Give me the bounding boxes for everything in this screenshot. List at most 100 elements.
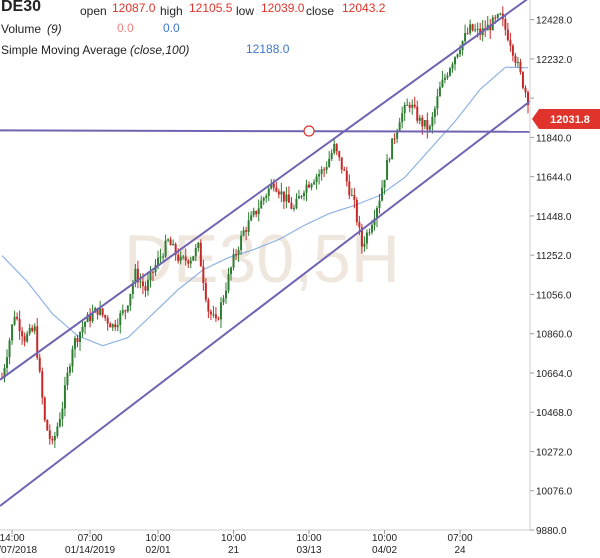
candle-body [438, 87, 441, 97]
current-price-badge: 12031.8 [532, 109, 600, 129]
x-tick-time: 10:00 [146, 533, 171, 544]
candle-body [43, 397, 46, 421]
candle-body [209, 311, 212, 315]
x-tick-date: 24 [454, 545, 466, 556]
candle-body [174, 244, 177, 255]
y-tick-label: 12232.0 [536, 55, 573, 66]
candle-body [441, 79, 444, 88]
candle-body [159, 256, 162, 258]
channel-upper-line[interactable] [0, 0, 530, 381]
x-axis: 14:0012/07/201807:0001/14/201910:0002/01… [0, 529, 530, 556]
close-label: close [306, 4, 335, 18]
candle-body [11, 324, 14, 341]
candle-body [350, 195, 353, 197]
candle-body [474, 29, 477, 31]
candle-body [514, 55, 517, 63]
candle-body [260, 200, 263, 209]
candle-body [73, 338, 76, 350]
x-tick-time: 14:00 [0, 533, 25, 544]
candle-body [527, 92, 529, 105]
x-tick-date: 03/13 [297, 545, 322, 556]
candle-body [199, 242, 202, 267]
candle-body [320, 169, 323, 174]
candle-body [401, 113, 404, 123]
candle-body [519, 61, 522, 73]
candle-body [219, 302, 222, 320]
candle-body [303, 192, 306, 197]
current-price-label: 12031.8 [550, 114, 590, 126]
candle-body [300, 196, 303, 198]
candle-body [375, 208, 378, 219]
candle-body [71, 349, 74, 367]
candle-body [489, 24, 492, 31]
candle-body [124, 310, 127, 312]
candle-body [345, 170, 348, 182]
candle-body [81, 327, 84, 333]
channel-lower-line[interactable] [0, 100, 531, 507]
candle-body [378, 200, 381, 209]
x-tick-time: 10:00 [297, 533, 322, 544]
candle-body [250, 215, 253, 221]
trend-lines[interactable] [0, 0, 531, 507]
candle-body [280, 191, 283, 195]
candle-body [433, 108, 436, 117]
candle-body [46, 420, 49, 431]
candle-body [323, 169, 326, 171]
candle-body [270, 183, 273, 189]
candle-body [363, 243, 366, 247]
horizontal-level-line[interactable] [0, 129, 531, 133]
candle-body [358, 222, 361, 228]
candle-body [106, 317, 109, 324]
candle-body [262, 197, 265, 201]
candle-body [116, 325, 119, 328]
level-handle-marker[interactable] [303, 125, 315, 137]
candle-body [287, 194, 290, 203]
candle-body [101, 308, 104, 316]
candle-body [48, 430, 51, 439]
candle-body [353, 195, 356, 200]
candle-body [499, 13, 502, 15]
candle-body [36, 326, 39, 358]
candle-body [139, 281, 142, 283]
candle-body [51, 438, 54, 441]
candle-body [194, 248, 197, 257]
y-tick-label: 11644.0 [536, 173, 572, 184]
candle-body [217, 318, 220, 320]
candle-body [511, 45, 514, 56]
candle-body [325, 166, 328, 170]
candle-body [136, 268, 139, 283]
candle-body [338, 151, 341, 158]
y-tick-label: 10860.0 [536, 330, 573, 341]
candle-body [144, 286, 147, 291]
candle-body [63, 385, 66, 409]
candle-body [479, 28, 482, 35]
candle-body [240, 235, 243, 251]
candle-body [406, 104, 409, 106]
candle-body [521, 72, 524, 88]
candle-body [26, 333, 29, 342]
candle-body [8, 340, 11, 358]
candle-body [232, 254, 235, 268]
candle-body [524, 87, 527, 93]
candle-body [330, 152, 333, 159]
candle-body [333, 144, 336, 153]
volume-param: (9) [47, 22, 62, 36]
candle-body [131, 283, 134, 294]
symbol-name: DE30 [1, 0, 42, 15]
volume-label: Volume [1, 22, 42, 36]
high-value: 12105.5 [189, 1, 233, 15]
candle-body [53, 435, 56, 441]
candle-body [126, 305, 129, 312]
candle-body [340, 157, 343, 170]
candle-body [141, 281, 144, 287]
candle-body [109, 323, 112, 328]
candle-body [16, 316, 19, 319]
candle-body [386, 160, 389, 180]
candle-body [297, 196, 300, 199]
candle-body [504, 19, 507, 30]
candles [1, 6, 529, 448]
candle-body [469, 24, 472, 34]
candle-body [61, 408, 64, 419]
candle-body [187, 260, 190, 264]
